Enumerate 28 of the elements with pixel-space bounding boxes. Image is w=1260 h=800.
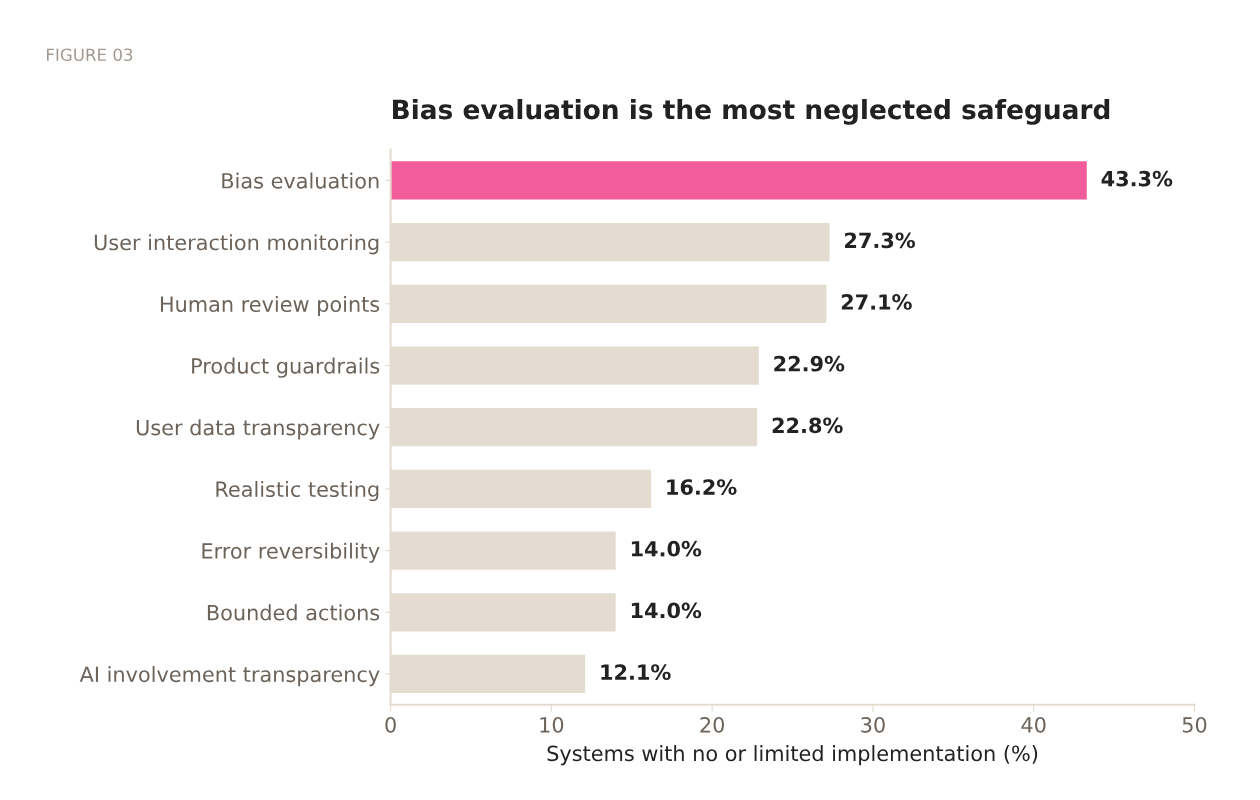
x-tick-label: 30 (861, 716, 885, 733)
caption: FIGURE 03 (47, 48, 133, 62)
y-tick-label: Bias evaluation (222, 172, 379, 189)
data-label: 14.0% (631, 602, 702, 619)
x-tick-label: 10 (540, 716, 564, 733)
y-tick-label: Product guardrails (192, 357, 380, 378)
x-tick-label: 0 (385, 716, 396, 733)
y-tick-label: User data transparency (136, 419, 380, 440)
data-label: 16.2% (667, 479, 737, 495)
y-tick-label: Bounded actions (207, 604, 380, 621)
chart-title: Bias evaluation is the most neglected safeguard (393, 98, 1110, 125)
data-label: 22.8% (772, 417, 843, 434)
x-tick-label: 20 (700, 716, 725, 733)
data-label: 27.1% (841, 294, 912, 310)
bar (390, 161, 1087, 200)
data-label: 14.0% (631, 540, 702, 557)
y-tick-label: Error reversibility (202, 542, 380, 563)
data-label: 22.9% (774, 355, 845, 372)
y-tick-label: AI involvement transparency (79, 666, 380, 687)
y-tick-label: User interaction monitoring (94, 234, 379, 255)
x-axis-title: Systems with no or limited implementation (%) (547, 745, 1038, 766)
y-tick-label: Realistic testing (216, 480, 379, 502)
data-label: 27.3% (845, 232, 916, 249)
y-tick-label: Human review points (160, 295, 380, 317)
data-label: 12.1% (601, 664, 671, 680)
x-tick-label: 50 (1182, 716, 1207, 733)
x-tick-label: 40 (1021, 716, 1046, 733)
data-label: 43.3% (1101, 170, 1173, 187)
